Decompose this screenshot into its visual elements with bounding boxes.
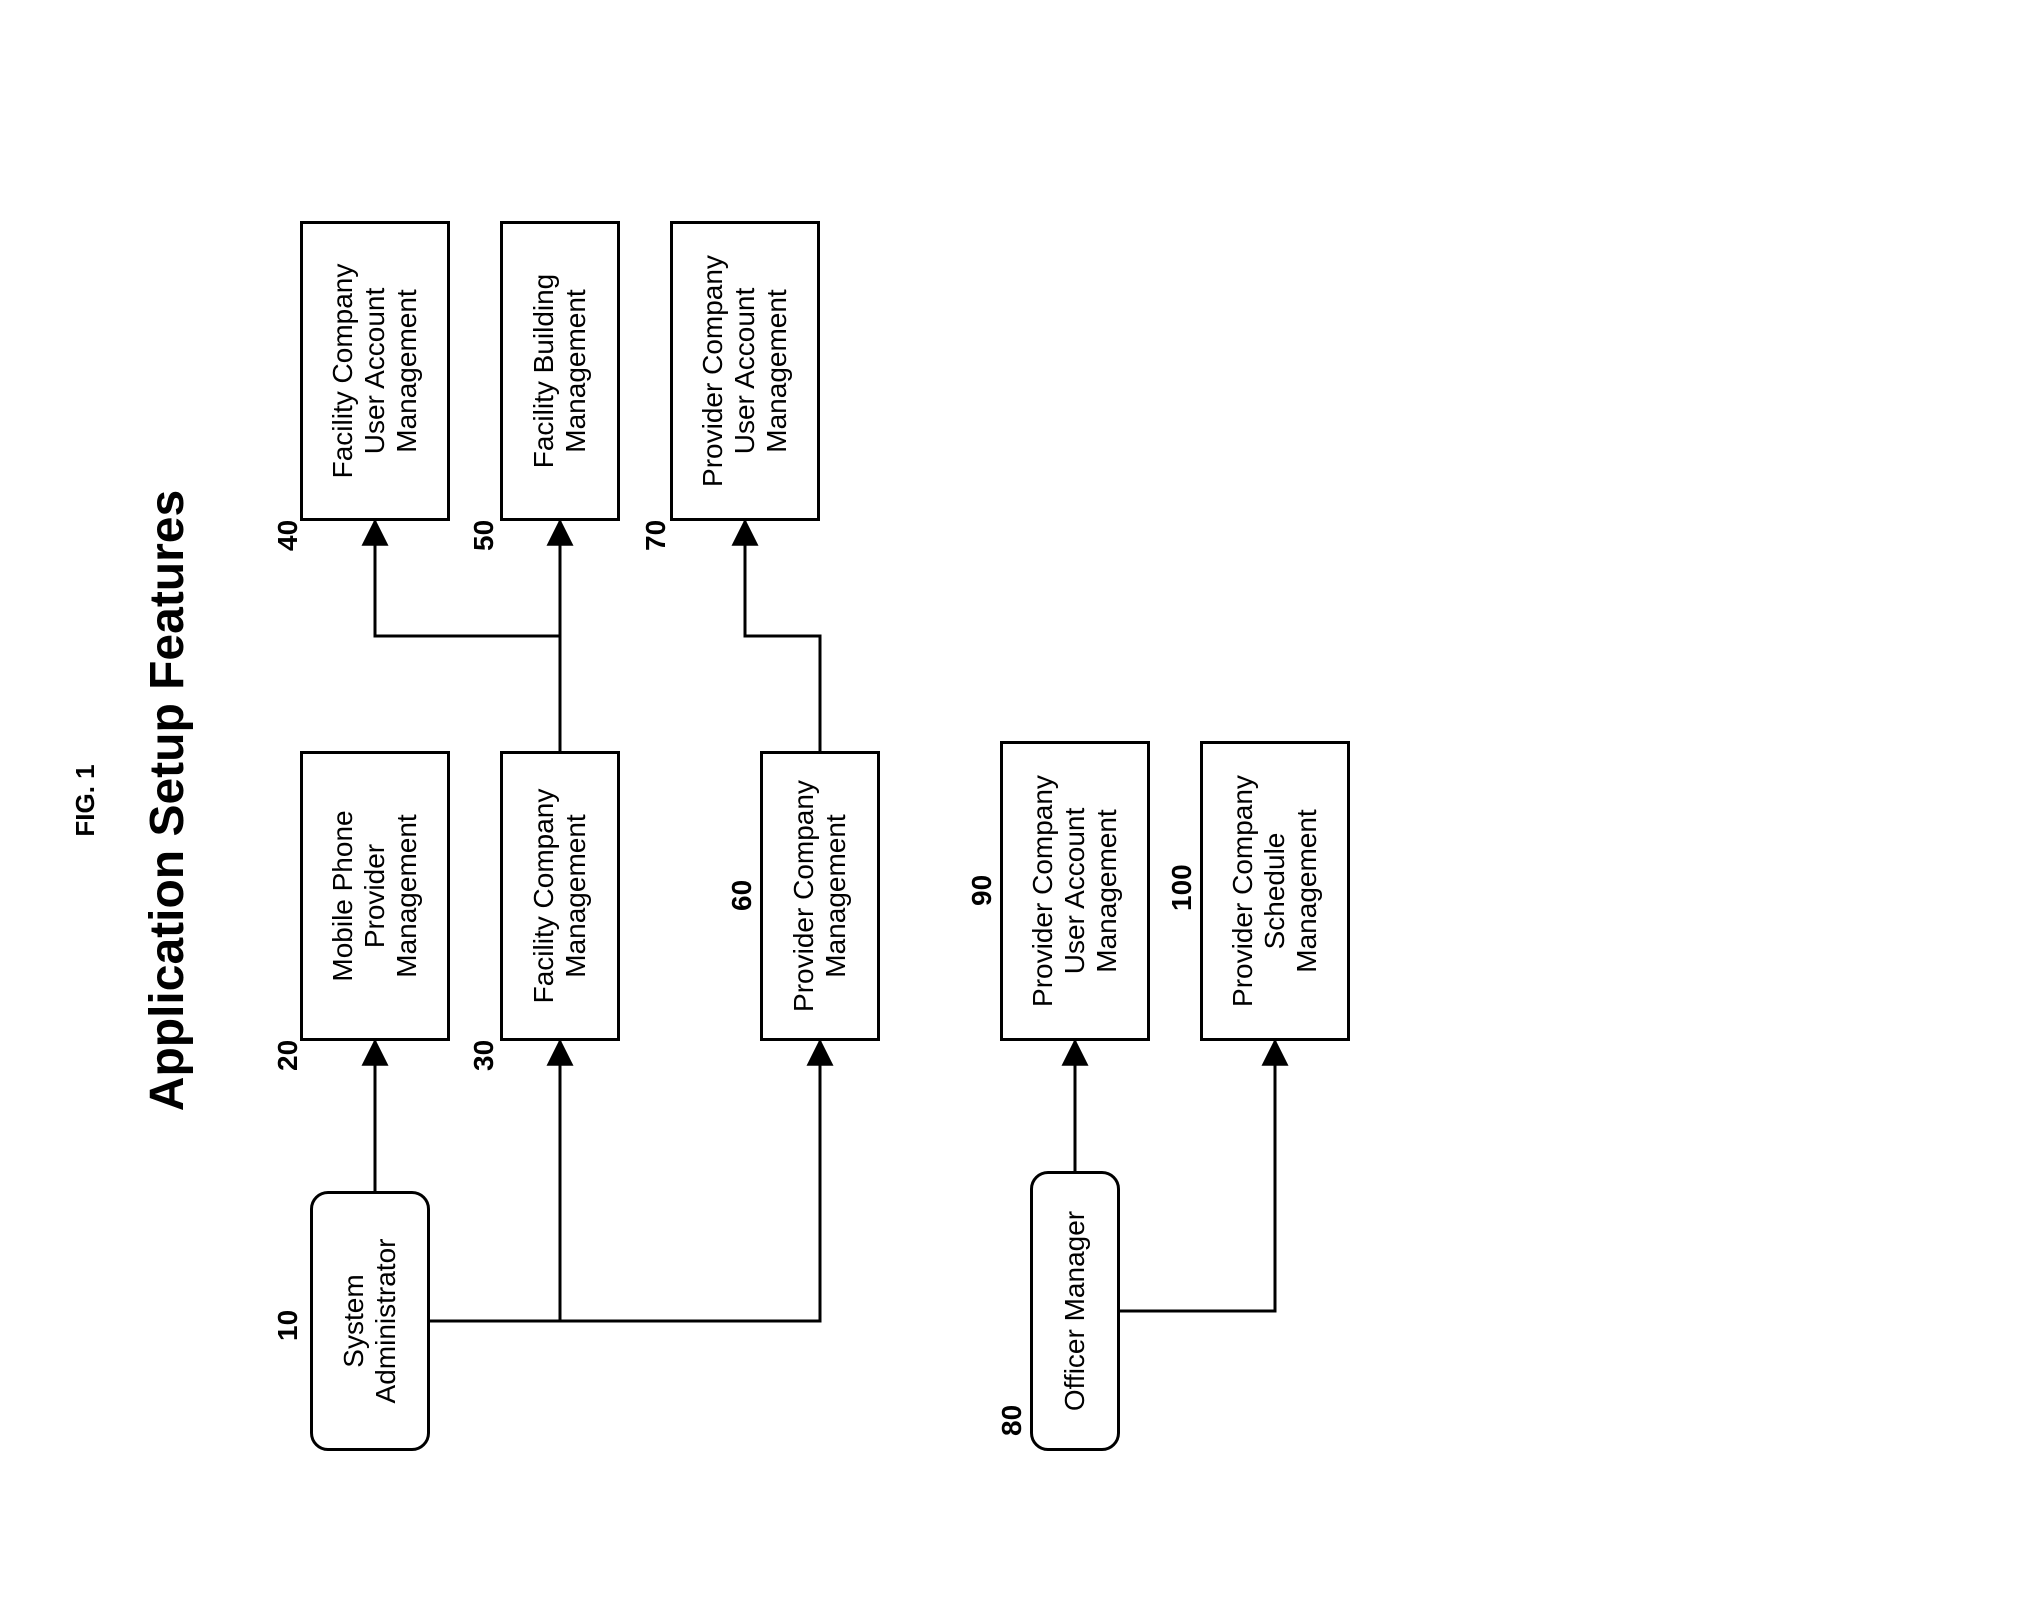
node-number-n80: 80	[996, 1405, 1028, 1436]
node-number-n20: 20	[272, 1040, 304, 1071]
node-number-n70: 70	[640, 520, 672, 551]
node-number-n60: 60	[726, 880, 758, 911]
node-number-n90: 90	[966, 875, 998, 906]
node-n60: Provider CompanyManagement	[760, 751, 880, 1041]
node-n70: Provider CompanyUser AccountManagement	[670, 221, 820, 521]
node-n100: Provider CompanyScheduleManagement	[1200, 741, 1350, 1041]
figure-label: FIG. 1	[70, 0, 101, 1601]
node-number-n10: 10	[272, 1310, 304, 1341]
node-n90: Provider CompanyUser AccountManagement	[1000, 741, 1150, 1041]
figure-title: Application Setup Features	[140, 0, 195, 1601]
node-number-n100: 100	[1166, 864, 1198, 911]
node-n40: Facility CompanyUser AccountManagement	[300, 221, 450, 521]
node-n30: Facility CompanyManagement	[500, 751, 620, 1041]
figure-canvas: FIG. 1 Application Setup Features System…	[0, 0, 2024, 1601]
node-number-n50: 50	[468, 520, 500, 551]
edge-n30-n40	[375, 521, 560, 751]
figure-logical-canvas: FIG. 1 Application Setup Features System…	[0, 0, 2024, 1601]
edge-n10-n60	[430, 1041, 820, 1321]
edge-n60-n70	[745, 521, 820, 751]
edge-n80-n100	[1120, 1041, 1275, 1311]
node-n80: Officer Manager	[1030, 1171, 1120, 1451]
node-number-n30: 30	[468, 1040, 500, 1071]
edge-n10-n30	[430, 1041, 560, 1321]
node-n20: Mobile PhoneProviderManagement	[300, 751, 450, 1041]
node-n10: SystemAdministrator	[310, 1191, 430, 1451]
node-n50: Facility BuildingManagement	[500, 221, 620, 521]
node-number-n40: 40	[272, 520, 304, 551]
